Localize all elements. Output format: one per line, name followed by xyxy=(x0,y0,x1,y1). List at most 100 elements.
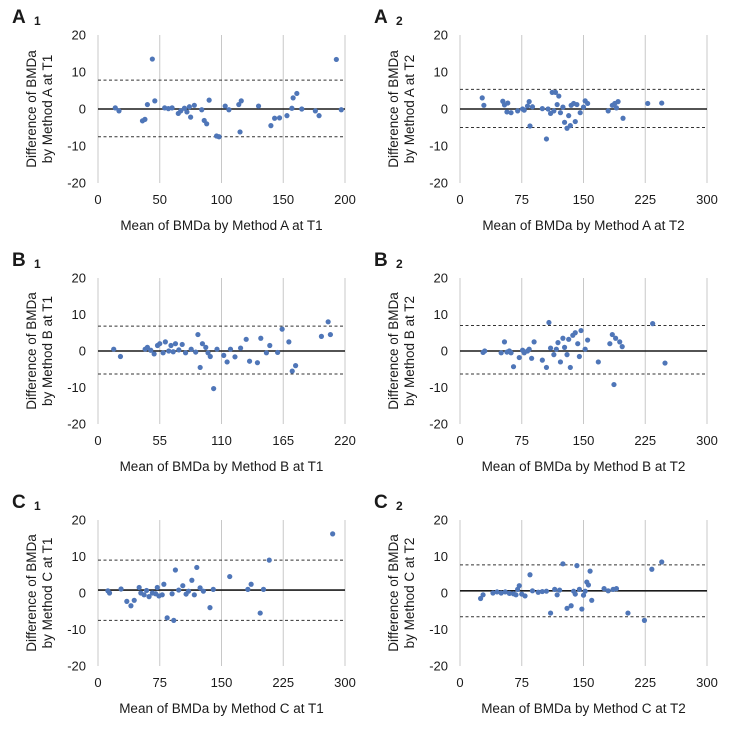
data-point xyxy=(539,106,545,112)
x-tick-label: 0 xyxy=(456,675,463,690)
data-point xyxy=(535,589,541,595)
data-point xyxy=(255,103,262,109)
data-point xyxy=(245,586,251,592)
x-tick-label: 0 xyxy=(456,192,463,207)
data-point xyxy=(151,351,157,357)
y-axis-label-line2: by Method C at T2 xyxy=(402,538,417,649)
y-tick-label: 20 xyxy=(434,513,448,528)
y-axis-label-line2: by Method B at T1 xyxy=(40,296,55,406)
data-point xyxy=(276,115,283,121)
data-point xyxy=(574,563,580,569)
data-point xyxy=(195,331,201,338)
y-tick-label: -20 xyxy=(67,659,86,674)
data-point xyxy=(268,123,274,129)
data-point xyxy=(191,592,197,598)
data-point xyxy=(662,360,668,366)
y-tick-label: -10 xyxy=(429,622,448,637)
data-point xyxy=(191,102,197,108)
data-point xyxy=(154,584,160,591)
data-point xyxy=(188,346,194,352)
data-point xyxy=(128,603,134,609)
data-point xyxy=(200,588,206,594)
panel-letter: A xyxy=(374,7,388,28)
data-point xyxy=(521,107,527,113)
data-point xyxy=(609,331,615,338)
x-tick-label: 0 xyxy=(94,192,101,207)
data-point xyxy=(248,581,254,587)
data-point xyxy=(199,107,205,113)
data-point xyxy=(211,385,217,392)
data-point xyxy=(166,348,172,354)
y-axis-label-line2: by Method B at T2 xyxy=(402,296,417,406)
data-point xyxy=(224,359,230,365)
data-point xyxy=(480,592,486,598)
data-point xyxy=(613,105,620,111)
x-axis-label: Mean of BMDa by Method B at T1 xyxy=(120,459,324,474)
data-point xyxy=(508,350,514,356)
x-tick-label: 50 xyxy=(153,192,167,207)
x-tick-label: 75 xyxy=(515,675,529,690)
panel-number: 2 xyxy=(396,257,403,271)
data-point xyxy=(257,610,263,616)
x-axis-label: Mean of BMDa by Method B at T2 xyxy=(482,459,686,474)
y-tick-label: 10 xyxy=(434,549,448,564)
y-tick-label: -10 xyxy=(429,380,448,395)
data-point xyxy=(576,586,582,592)
x-tick-label: 300 xyxy=(696,192,718,207)
data-point xyxy=(546,319,552,326)
x-tick-label: 300 xyxy=(696,433,718,448)
data-point xyxy=(554,592,560,598)
data-point xyxy=(543,364,550,371)
panel-letter: B xyxy=(374,250,388,271)
data-point xyxy=(246,358,253,364)
data-point xyxy=(333,56,339,63)
data-point xyxy=(168,342,174,349)
data-point xyxy=(182,350,189,356)
data-point xyxy=(327,331,334,338)
y-tick-label: 20 xyxy=(434,28,448,43)
x-tick-label: 110 xyxy=(211,433,232,448)
data-point xyxy=(543,588,550,594)
y-axis-label-line2: by Method A at T1 xyxy=(40,55,55,164)
data-point xyxy=(289,105,295,111)
data-point xyxy=(254,360,261,366)
panel-number: 2 xyxy=(396,499,403,513)
data-point xyxy=(112,105,118,111)
y-axis-label-line1: Difference of BMDa xyxy=(386,292,401,410)
data-point xyxy=(659,100,665,106)
data-point xyxy=(226,107,232,113)
x-tick-label: 150 xyxy=(272,192,294,207)
data-point xyxy=(575,341,581,347)
data-point xyxy=(243,336,249,342)
y-axis-label-line1: Difference of BMDa xyxy=(386,50,401,168)
data-point xyxy=(142,116,148,122)
data-point xyxy=(547,610,554,616)
y-axis-label-line1: Difference of BMDa xyxy=(24,534,39,652)
data-point xyxy=(172,341,179,347)
y-tick-label: -10 xyxy=(67,380,86,395)
data-point xyxy=(619,344,625,350)
data-point xyxy=(143,587,150,594)
data-point xyxy=(641,617,648,623)
data-point xyxy=(185,588,192,594)
data-point xyxy=(524,103,531,109)
data-point xyxy=(585,582,592,588)
data-point xyxy=(181,105,188,111)
data-point xyxy=(325,319,331,325)
data-point xyxy=(613,586,620,592)
data-point xyxy=(266,557,272,563)
y-axis-label-line1: Difference of BMDa xyxy=(24,50,39,168)
data-point xyxy=(522,593,528,599)
data-point xyxy=(141,592,147,598)
data-point xyxy=(556,93,562,99)
panel-b2: 0 75 150 225 300 -20 -10 0 10 20 Mean of BMDa by M… xyxy=(374,250,718,474)
data-point xyxy=(527,572,533,578)
data-point xyxy=(498,350,504,356)
data-point xyxy=(207,353,213,360)
data-point xyxy=(490,590,496,596)
data-point xyxy=(572,591,578,597)
data-point xyxy=(275,349,281,356)
data-point xyxy=(157,341,163,347)
data-point xyxy=(529,104,536,110)
y-axis-label-line2: by Method A at T2 xyxy=(402,55,417,164)
